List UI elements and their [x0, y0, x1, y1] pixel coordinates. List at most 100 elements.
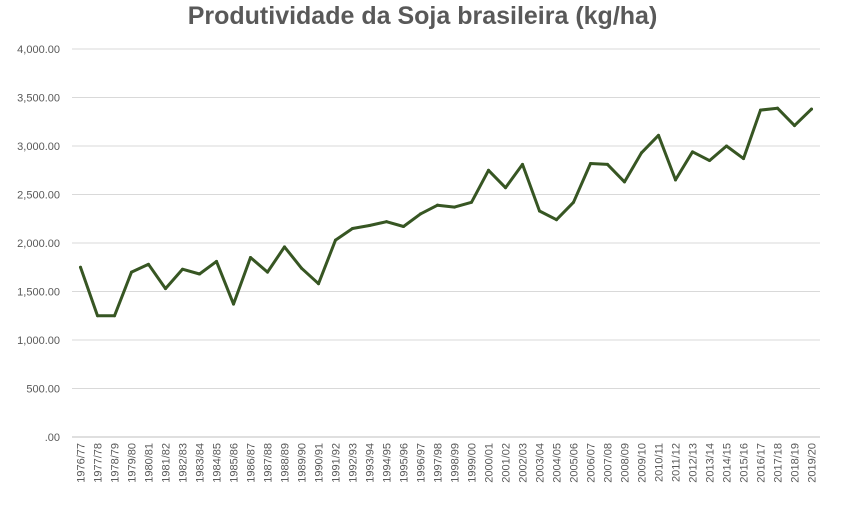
data-point	[759, 108, 762, 112]
x-tick-label: 2015/16	[739, 443, 751, 483]
data-point	[232, 302, 235, 306]
x-tick-label: 1980/81	[144, 443, 156, 483]
data-point	[130, 270, 133, 274]
data-point	[436, 203, 439, 207]
x-tick-label: 1987/88	[263, 443, 275, 483]
y-tick-label: 4,000.00	[17, 44, 60, 56]
data-point	[623, 180, 626, 184]
y-tick-label: .00	[45, 432, 60, 444]
x-tick-label: 1999/00	[467, 443, 479, 483]
data-point	[776, 106, 779, 110]
x-tick-label: 2018/19	[790, 443, 802, 483]
data-point	[385, 220, 388, 224]
x-tick-label: 2006/07	[586, 443, 598, 483]
data-point	[317, 282, 320, 286]
x-tick-label: 2005/06	[569, 443, 581, 483]
data-point	[113, 314, 116, 318]
data-point	[249, 256, 252, 260]
data-point	[674, 178, 677, 182]
data-point	[538, 209, 541, 213]
x-tick-label: 1986/87	[246, 443, 258, 483]
data-point	[487, 168, 490, 172]
data-point	[470, 200, 473, 204]
y-tick-label: 2,500.00	[17, 190, 60, 202]
data-point	[96, 314, 99, 318]
y-tick-label: 1,500.00	[17, 287, 60, 299]
data-point	[368, 224, 371, 228]
x-tick-label: 2008/09	[620, 443, 632, 483]
data-point	[147, 262, 150, 266]
data-point	[606, 162, 609, 166]
data-point	[725, 144, 728, 148]
x-tick-label: 1990/91	[314, 443, 326, 483]
data-point	[402, 225, 405, 229]
x-tick-label: 1983/84	[195, 443, 207, 483]
x-tick-label: 2017/18	[773, 443, 785, 483]
data-point	[419, 212, 422, 216]
x-tick-label: 1996/97	[416, 443, 428, 483]
x-tick-label: 2000/01	[484, 443, 496, 483]
data-point	[198, 272, 201, 276]
x-tick-label: 2004/05	[552, 443, 564, 483]
data-point	[351, 226, 354, 230]
x-tick-label: 1985/86	[229, 443, 241, 483]
x-tick-label: 2019/20	[807, 443, 819, 483]
data-point	[300, 266, 303, 270]
x-tick-label: 2003/04	[535, 443, 547, 483]
data-point	[555, 218, 558, 222]
series-line	[79, 106, 813, 318]
x-tick-label: 1995/96	[399, 443, 411, 483]
x-tick-label: 1979/80	[127, 443, 139, 483]
data-point	[572, 200, 575, 204]
data-point	[640, 151, 643, 155]
x-tick-label: 1982/83	[178, 443, 190, 483]
x-tick-label: 2011/12	[671, 443, 683, 482]
x-tick-label: 2001/02	[501, 443, 513, 483]
data-point	[334, 238, 337, 242]
y-tick-label: 2,000.00	[17, 238, 60, 250]
data-point	[691, 150, 694, 154]
x-tick-label: 1994/95	[382, 443, 394, 483]
x-tick-label: 1992/93	[348, 443, 360, 483]
x-tick-label: 1977/78	[93, 443, 105, 483]
x-tick-label: 1978/79	[110, 443, 122, 483]
x-tick-label: 1998/99	[450, 443, 462, 483]
y-tick-label: 3,500.00	[17, 93, 60, 105]
x-tick-label: 1997/98	[433, 443, 445, 483]
x-tick-label: 2016/17	[756, 443, 768, 483]
x-tick-label: 1993/94	[365, 443, 377, 483]
x-tick-label: 1981/82	[161, 443, 173, 483]
data-point	[215, 259, 218, 263]
x-tick-label: 1988/89	[280, 443, 292, 483]
x-tick-label: 2012/13	[688, 443, 700, 483]
x-tick-label: 2009/10	[637, 443, 649, 483]
x-tick-label: 2010/11	[654, 443, 666, 482]
data-point	[453, 205, 456, 209]
data-point	[657, 133, 660, 137]
data-point	[810, 107, 813, 111]
data-point	[181, 267, 184, 271]
x-tick-label: 1976/77	[76, 443, 88, 483]
chart-title: Produtividade da Soja brasileira (kg/ha)	[187, 2, 658, 30]
data-point	[793, 124, 796, 128]
data-point	[521, 162, 524, 166]
x-tick-label: 2013/14	[705, 443, 717, 483]
data-point	[589, 161, 592, 165]
x-tick-label: 2014/15	[722, 443, 734, 483]
data-point	[266, 270, 269, 274]
x-tick-label: 1991/92	[331, 443, 343, 483]
data-point	[79, 265, 82, 269]
data-point	[708, 159, 711, 163]
x-tick-label: 2007/08	[603, 443, 615, 483]
y-tick-label: 1,000.00	[17, 335, 60, 347]
data-point	[164, 287, 167, 291]
data-point	[504, 186, 507, 190]
x-tick-label: 1984/85	[212, 443, 224, 483]
data-point	[742, 157, 745, 161]
x-tick-label: 1989/90	[297, 443, 309, 483]
data-point	[283, 245, 286, 249]
y-tick-label: 500.00	[26, 384, 60, 396]
x-tick-label: 2002/03	[518, 443, 530, 483]
